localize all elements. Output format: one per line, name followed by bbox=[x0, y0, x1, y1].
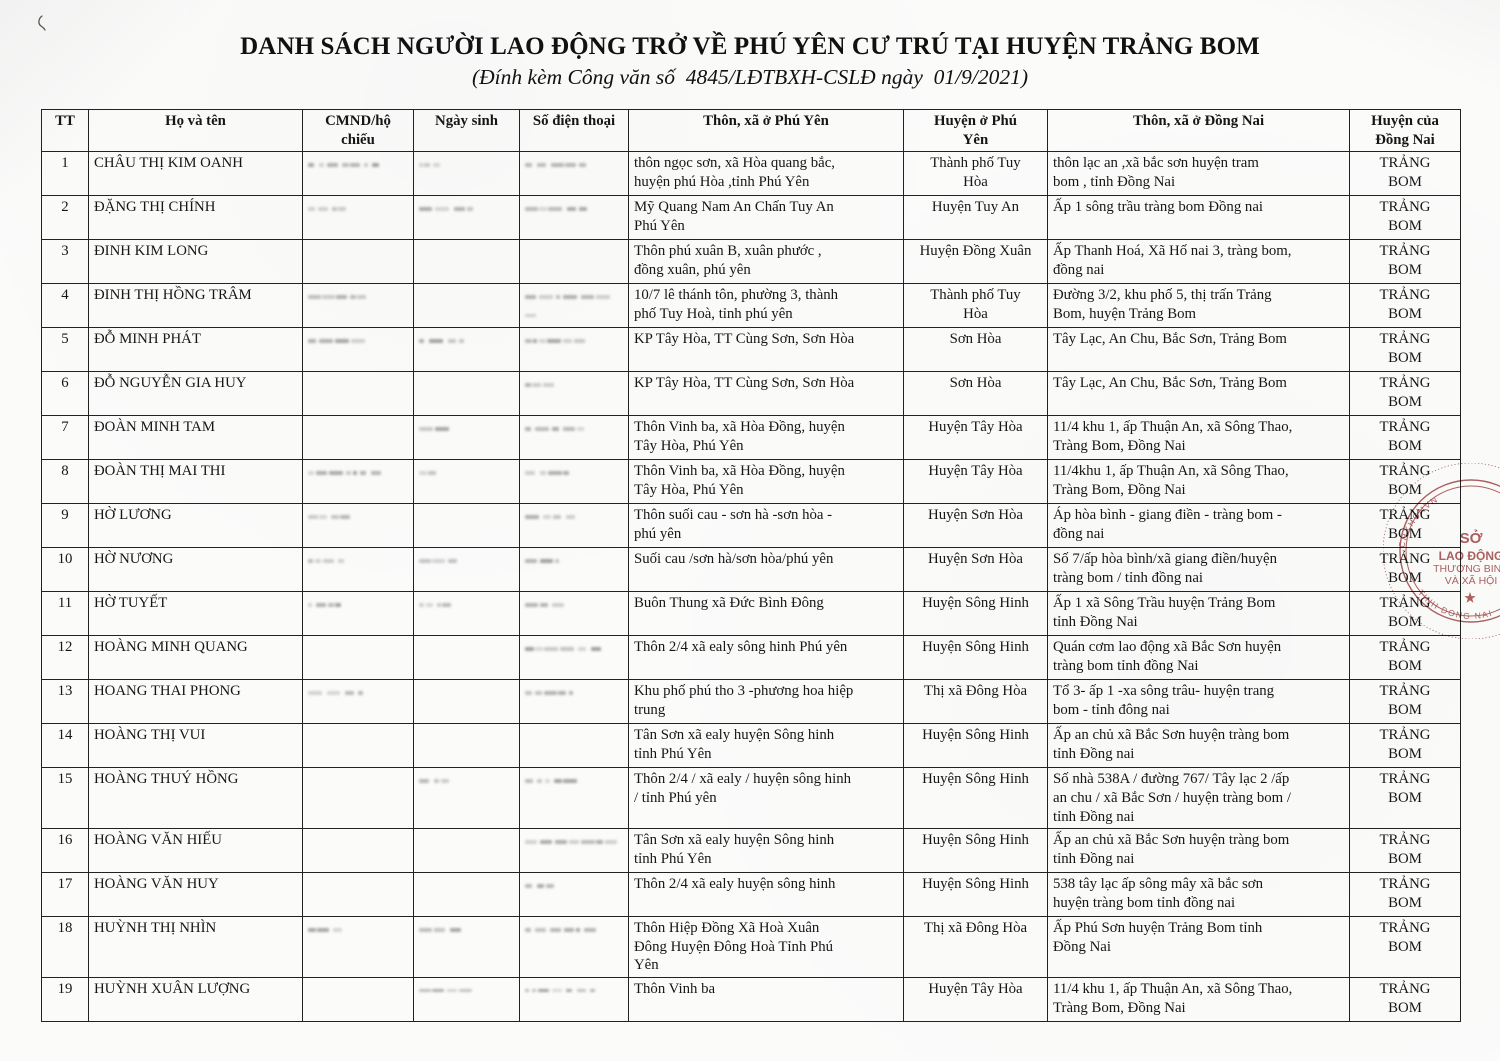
svg-text:SỞ: SỞ bbox=[1460, 529, 1483, 547]
